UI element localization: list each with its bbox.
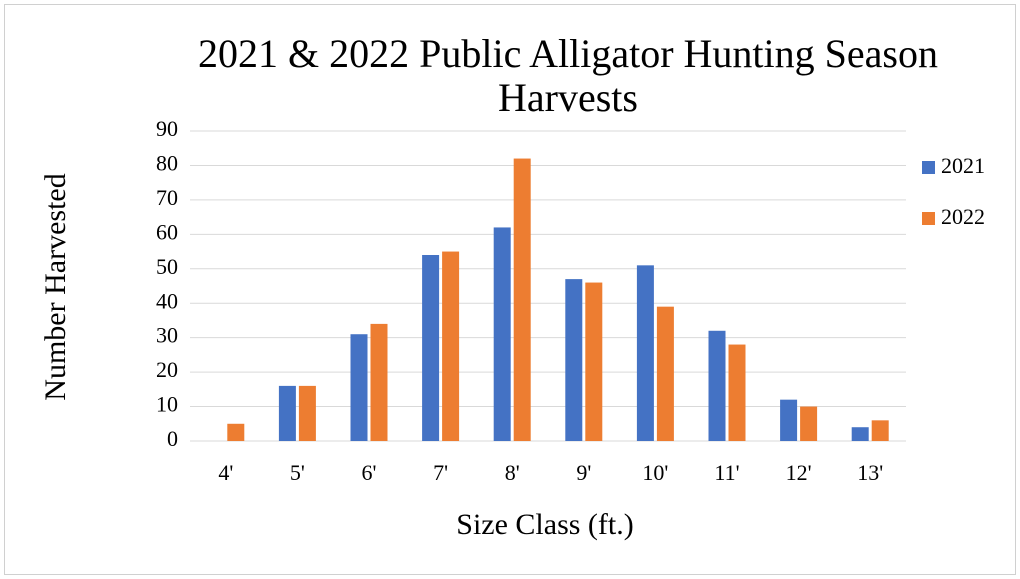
y-tick-label: 30 <box>156 323 178 348</box>
x-axis-label: Size Class (ft.) <box>456 508 633 541</box>
legend-swatch <box>922 212 935 225</box>
x-tick-label: 5' <box>290 460 305 485</box>
legend-label: 2022 <box>941 204 985 229</box>
x-tick-label: 11' <box>714 460 739 485</box>
x-tick-label: 13' <box>857 460 883 485</box>
bar <box>656 306 674 441</box>
legend-label: 2021 <box>941 153 985 178</box>
bar <box>442 251 460 441</box>
bar <box>871 420 889 441</box>
x-tick-label: 7' <box>433 460 448 485</box>
bar <box>350 334 368 441</box>
y-axis-label: Number Harvested <box>39 173 72 400</box>
y-tick-label: 50 <box>156 254 178 279</box>
x-tick-label: 12' <box>786 460 812 485</box>
bar <box>636 265 654 441</box>
bar <box>370 323 388 441</box>
bar <box>227 423 245 441</box>
x-tick-label: 6' <box>362 460 377 485</box>
y-tick-label: 20 <box>156 357 178 382</box>
legend-swatch <box>922 161 935 174</box>
y-tick-label: 70 <box>156 185 178 210</box>
y-tick-label: 80 <box>156 150 178 175</box>
x-tick-label: 8' <box>505 460 520 485</box>
y-tick-label: 40 <box>156 288 178 313</box>
x-tick-label: 9' <box>576 460 591 485</box>
bar <box>708 330 726 441</box>
bar <box>278 385 296 441</box>
bar <box>298 385 316 441</box>
bar <box>493 227 511 441</box>
bar <box>851 427 869 441</box>
x-tick-label: 4' <box>218 460 233 485</box>
y-tick-label: 0 <box>167 426 178 451</box>
bar <box>728 344 746 441</box>
y-tick-label: 10 <box>156 392 178 417</box>
y-tick-label: 60 <box>156 219 178 244</box>
x-tick-label: 10' <box>642 460 668 485</box>
chart-title: 2021 & 2022 Public Alligator Hunting Sea… <box>198 31 938 120</box>
bar <box>800 406 818 441</box>
bar <box>422 255 440 441</box>
bar <box>565 279 583 441</box>
y-tick-label: 90 <box>156 116 178 141</box>
bar <box>780 399 798 441</box>
bar <box>585 282 603 441</box>
bar <box>513 158 531 442</box>
